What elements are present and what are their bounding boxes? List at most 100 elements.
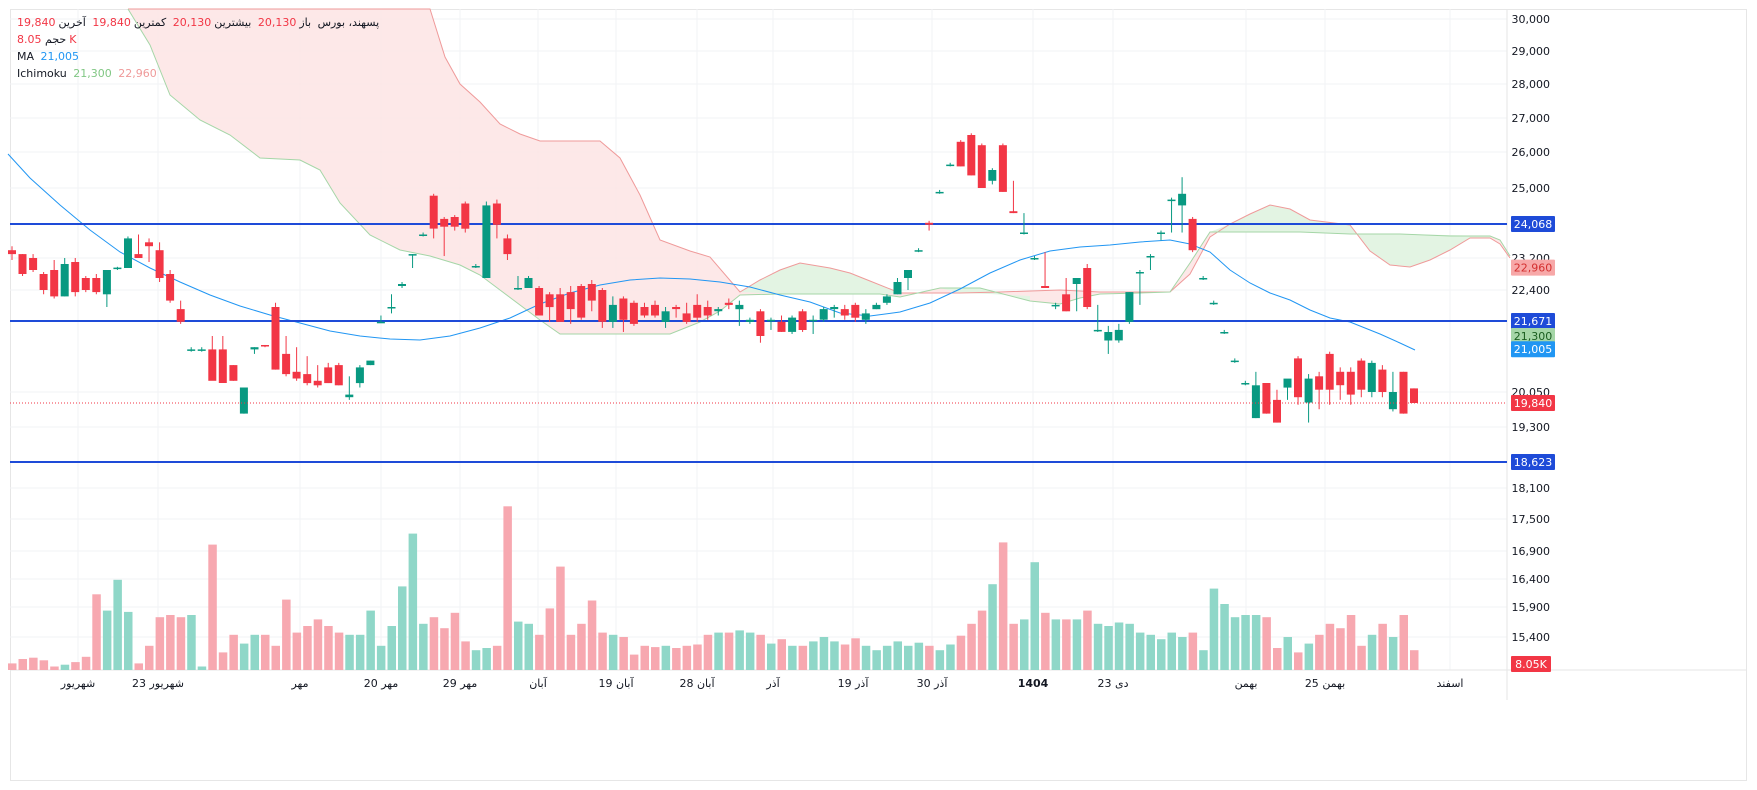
candle (1135, 270, 1144, 305)
volume-bar (619, 637, 628, 670)
legend-ma[interactable]: MA 21,005 (17, 50, 82, 63)
candle (1062, 278, 1071, 312)
cloud-bull-fill (740, 263, 900, 294)
volume-bar (18, 659, 27, 670)
candle (1009, 180, 1018, 214)
volume-bar (587, 600, 597, 670)
candle (1304, 374, 1313, 423)
volume-bar (345, 634, 354, 670)
candle-body (861, 313, 870, 320)
x-tick-label: آذر (765, 676, 780, 690)
candle (967, 133, 976, 176)
candle (1230, 358, 1239, 363)
candle-body (450, 217, 459, 227)
volume-bar (882, 645, 892, 670)
volume-bar (545, 608, 555, 670)
volume-bar (714, 632, 723, 670)
volume-bar (1241, 615, 1250, 670)
candle (882, 294, 891, 305)
volume-bar (155, 617, 165, 670)
candle (809, 315, 818, 334)
candle-body (292, 371, 301, 379)
candle (218, 336, 227, 383)
volume-bar (1367, 634, 1377, 670)
candle (166, 270, 175, 303)
candle-body (566, 292, 575, 310)
volume-bar (176, 617, 186, 670)
volume-bar (598, 632, 607, 670)
symbol-name[interactable]: پسهند، بورس (317, 16, 380, 29)
candle (187, 347, 196, 352)
high-label: بیشترین (214, 16, 252, 29)
volume-bar (1294, 652, 1303, 670)
volume-bar (1357, 645, 1366, 670)
volume-bar (1020, 619, 1029, 670)
candle-body (830, 307, 839, 310)
candle (1051, 302, 1060, 310)
candle (619, 296, 628, 332)
time-axis: شهریور 23 شهریور مهر 20 مهر 29 مهر آبان 19 آبا… (60, 676, 1464, 690)
candle (440, 216, 449, 257)
volume-bar (1262, 617, 1271, 670)
candle-body (735, 304, 744, 310)
volume-bar (250, 634, 259, 670)
candle-body (714, 309, 723, 312)
volume-bar (355, 634, 365, 670)
candle-body (1357, 360, 1366, 390)
volume-bar (1146, 634, 1155, 670)
x-tick-label: اسفند (1437, 677, 1464, 690)
candle (788, 315, 797, 334)
candle (1083, 264, 1092, 310)
candle-body (1157, 232, 1165, 234)
candle-body (682, 313, 691, 322)
volume-bar (482, 648, 491, 670)
candle (1410, 388, 1418, 403)
volume-bar (450, 612, 460, 670)
candle (92, 274, 101, 295)
legend-ichimoku[interactable]: Ichimoku 21,300 22,960 (17, 67, 160, 80)
candle (577, 284, 586, 320)
price-label-ma: 21,005 (1514, 343, 1553, 356)
volume-bar (788, 645, 797, 670)
candle (29, 254, 38, 272)
volume-bar (535, 634, 544, 670)
candle (1325, 351, 1334, 405)
volume-bar (376, 645, 386, 670)
x-tick-label: آبان (529, 676, 547, 690)
candle (461, 201, 470, 233)
volume-bar (851, 638, 860, 670)
volume-bar (39, 660, 49, 670)
candle-body (1083, 268, 1092, 307)
candle-body (904, 270, 912, 278)
open-label: باز (299, 16, 312, 29)
candle (735, 300, 744, 326)
x-tick-label: 23 شهریور (132, 677, 184, 690)
candle-body (788, 317, 797, 332)
x-tick-label: 19 آذر (838, 676, 870, 690)
volume-bar (661, 645, 671, 670)
candle-body (1051, 304, 1060, 307)
candle (946, 162, 955, 167)
candle (50, 260, 59, 299)
candle-body (408, 254, 417, 256)
y-tick-label: 19,300 (1512, 421, 1551, 434)
candle (1388, 371, 1397, 412)
candle-body (92, 278, 101, 293)
candle-body (598, 290, 607, 322)
candle-body (1146, 256, 1155, 258)
x-tick-label: 29 مهر (443, 677, 478, 690)
candle-body (166, 274, 175, 301)
candle-body (39, 274, 48, 290)
candle-body (693, 304, 702, 318)
candle (102, 270, 111, 308)
candle (535, 286, 544, 316)
candle-body (1104, 332, 1113, 341)
volume-bar (1230, 617, 1240, 670)
candle (71, 258, 80, 297)
legend-volume[interactable]: حجم 8.05K (17, 33, 79, 46)
candle-body (1220, 332, 1229, 334)
volume-bar (777, 639, 786, 670)
volume-bar (29, 657, 38, 670)
candle (904, 270, 912, 290)
